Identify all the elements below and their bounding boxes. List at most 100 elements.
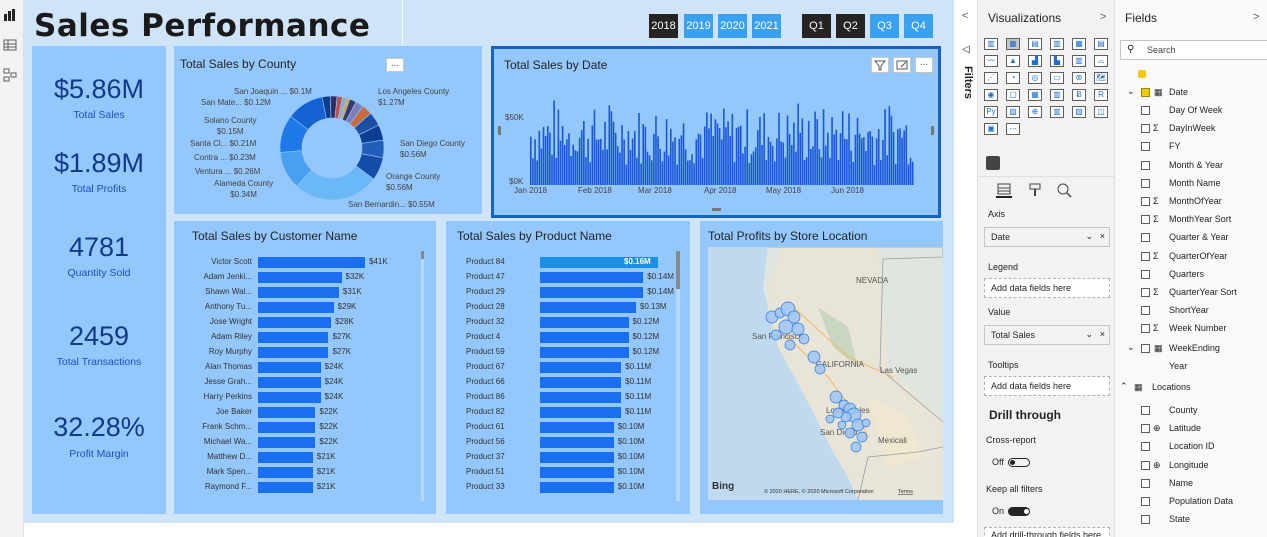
date-column[interactable]	[619, 152, 621, 186]
scrollbar-thumb[interactable]	[421, 251, 424, 259]
product-bar-visual[interactable]: Total Sales by Product Name Product 84 $0…	[446, 221, 690, 514]
date-column[interactable]	[621, 125, 623, 185]
date-column[interactable]	[686, 160, 689, 186]
date-column[interactable]	[833, 134, 835, 185]
waterfall-icon[interactable]: ⋰	[984, 72, 998, 84]
customer-bar-row[interactable]: Shawn Wal... $31K	[174, 285, 414, 300]
date-column[interactable]	[761, 145, 763, 185]
checkbox-checked-icon[interactable]	[1141, 88, 1150, 97]
date-column[interactable]	[784, 157, 787, 185]
product-bar[interactable]	[540, 482, 614, 493]
date-column[interactable]	[818, 149, 821, 185]
date-column[interactable]	[795, 151, 797, 185]
customer-bar-row[interactable]: Jesse Grah... $24K	[174, 375, 414, 390]
product-bar-row[interactable]: Product 4 $0.12M	[446, 330, 686, 345]
county-donut-visual[interactable]: Total Sales by County ... San Joaquin ..…	[174, 46, 482, 214]
date-column[interactable]	[797, 103, 799, 185]
date-column[interactable]	[625, 164, 628, 185]
chevron-right-icon[interactable]: >	[1253, 11, 1260, 23]
customer-bar-visual[interactable]: Total Sales by Customer Name Victor Scot…	[174, 221, 436, 514]
customer-bar[interactable]	[258, 377, 321, 388]
checkbox[interactable]	[1141, 160, 1150, 170]
key-influencers-icon[interactable]: ◫	[1094, 106, 1108, 118]
date-column[interactable]	[667, 155, 670, 186]
date-column[interactable]	[566, 139, 568, 185]
product-bar-row[interactable]: Product 37 $0.10M	[446, 450, 686, 465]
fields-search-box[interactable]: ⚲ Search	[1120, 40, 1267, 60]
slicer-year-2020[interactable]: 2020	[717, 13, 748, 39]
product-bar[interactable]	[540, 422, 614, 433]
checkbox[interactable]	[1141, 497, 1150, 506]
ribbon-icon[interactable]: ⌓	[1094, 55, 1108, 67]
checkbox[interactable]	[1141, 406, 1150, 415]
customer-bar[interactable]	[258, 392, 321, 403]
product-bar[interactable]	[540, 302, 636, 313]
date-column[interactable]	[843, 138, 846, 185]
checkbox[interactable]	[1141, 288, 1150, 297]
customer-bar[interactable]	[258, 257, 365, 268]
product-bar[interactable]	[540, 287, 644, 298]
date-column[interactable]	[907, 164, 910, 185]
field-fy[interactable]: FY	[1115, 138, 1267, 156]
date-column[interactable]	[780, 141, 782, 186]
legend-well[interactable]: Add data fields here	[984, 278, 1110, 298]
date-column[interactable]	[850, 150, 852, 185]
date-column[interactable]	[542, 126, 545, 185]
customer-bar-row[interactable]: Victor Scott $41K	[174, 255, 414, 270]
store-location-bubble[interactable]	[832, 407, 844, 419]
date-column[interactable]	[771, 145, 774, 185]
date-column[interactable]	[653, 133, 655, 185]
table-date[interactable]: ⌄ ▦ Date	[1115, 84, 1267, 102]
date-column[interactable]	[580, 130, 583, 185]
date-column[interactable]	[680, 135, 683, 185]
field-name[interactable]: Name	[1115, 475, 1267, 493]
kpi-icon[interactable]: R	[1094, 89, 1108, 101]
date-column[interactable]	[661, 161, 664, 185]
customer-bar-row[interactable]: Frank Schm... $22K	[174, 420, 414, 435]
customer-bar-row[interactable]: Alan Thomas $24K	[174, 360, 414, 375]
value-well[interactable]: Total Sales ⌄ ×	[984, 325, 1110, 345]
store-location-bubble[interactable]	[787, 310, 801, 324]
field-longitude[interactable]: ⊕ Longitude	[1115, 457, 1267, 475]
date-column[interactable]	[905, 125, 908, 186]
date-column[interactable]	[703, 126, 706, 185]
product-bar-row[interactable]: Product 86 $0.11M	[446, 390, 686, 405]
line-chart-icon[interactable]: 〰	[984, 55, 998, 67]
scatter-icon[interactable]: ◔	[1006, 72, 1020, 84]
date-column[interactable]	[589, 162, 591, 185]
store-location-bubble[interactable]	[850, 441, 862, 453]
date-column[interactable]	[831, 117, 833, 185]
python-visual-icon[interactable]: ▧	[1072, 106, 1086, 118]
product-bar-row[interactable]: Product 29 $0.14M	[446, 285, 686, 300]
bing-map[interactable]: NEVADA CALIFORNIA Las Vegas San Francisc…	[708, 247, 943, 500]
more-options-button[interactable]: ...	[915, 57, 933, 73]
date-column[interactable]	[867, 132, 869, 185]
date-column[interactable]	[534, 139, 536, 185]
field-month-name[interactable]: Month Name	[1115, 175, 1267, 193]
date-column[interactable]	[650, 160, 653, 185]
field-day-of-week[interactable]: Day Of Week	[1115, 102, 1267, 120]
date-column[interactable]	[712, 136, 715, 185]
date-column[interactable]	[814, 111, 816, 185]
donut-slice[interactable]	[340, 97, 351, 121]
date-column[interactable]	[714, 119, 717, 185]
keep-all-filters-toggle[interactable]	[1008, 507, 1030, 516]
date-column[interactable]	[877, 129, 880, 185]
customer-bar-row[interactable]: Adam Riley $27K	[174, 330, 414, 345]
tooltips-well[interactable]: Add data fields here	[984, 376, 1110, 396]
date-column[interactable]	[629, 149, 632, 185]
table-weekending[interactable]: ⌄ ▦ WeekEnding	[1115, 340, 1267, 358]
chevron-left-icon[interactable]: <	[962, 10, 969, 22]
date-column[interactable]	[886, 155, 889, 185]
field-monthofyear[interactable]: Σ MonthOfYear	[1115, 193, 1267, 211]
product-bar-row[interactable]: Product 51 $0.10M	[446, 465, 686, 480]
date-column[interactable]	[684, 149, 687, 186]
date-column[interactable]	[633, 130, 636, 185]
date-column[interactable]	[638, 113, 640, 185]
slicer-q2[interactable]: Q2	[835, 13, 866, 39]
date-column[interactable]	[600, 138, 602, 185]
checkbox[interactable]	[1141, 124, 1150, 134]
multirow-card-icon[interactable]: Ƀ	[1072, 89, 1086, 101]
date-column[interactable]	[799, 132, 802, 185]
checkbox[interactable]	[1141, 324, 1150, 334]
